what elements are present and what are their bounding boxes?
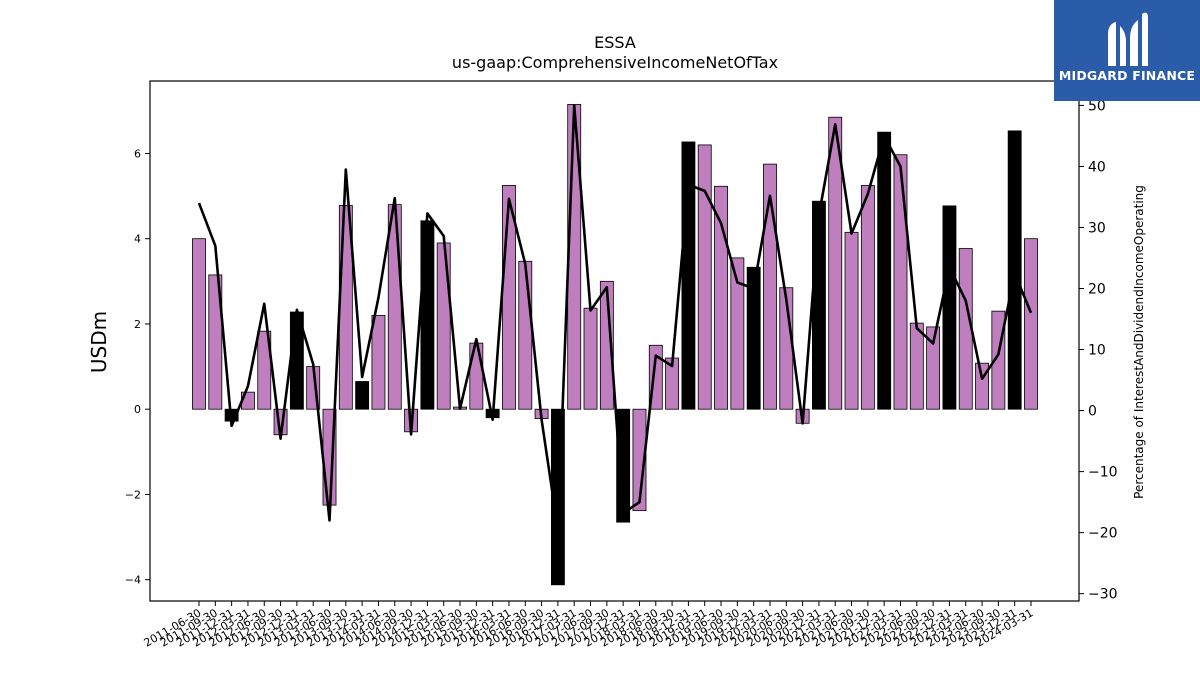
bar [697, 144, 712, 410]
bar [681, 141, 696, 410]
percentage-line [197, 104, 1033, 531]
bar [893, 154, 908, 410]
bar [714, 185, 728, 410]
y-right-tick-label: 50 [1088, 98, 1106, 114]
bar [208, 274, 223, 410]
bar [387, 204, 402, 410]
y-right-tick-label: 10 [1088, 343, 1106, 359]
chart-subtitle: us-gaap:ComprehensiveIncomeNetOfTax [452, 53, 778, 72]
bars-layer [192, 104, 1038, 586]
bar [371, 315, 386, 410]
y-right-tick-label: 0 [1088, 404, 1097, 420]
bar [420, 220, 435, 410]
bar [763, 163, 777, 410]
bar [355, 381, 370, 410]
bar [746, 266, 761, 410]
bar [518, 260, 533, 410]
midgard-finance-logo: MIDGARD FINANCE [1054, 0, 1200, 101]
bar [192, 238, 206, 410]
bar [730, 257, 745, 410]
y-tick-label: −4 [125, 574, 141, 587]
y-tick-label: 4 [134, 233, 141, 246]
y-axis-label: USDm [87, 311, 111, 373]
bar [632, 408, 647, 512]
bar [616, 408, 631, 523]
plot-frame [149, 80, 1080, 602]
y-right-tick-label: −30 [1088, 587, 1118, 603]
chart-title: ESSA [594, 33, 636, 52]
bar [1024, 238, 1038, 410]
bar [828, 116, 843, 410]
y-tick-label: 6 [134, 147, 141, 160]
y-right-tick-label: 30 [1088, 220, 1106, 236]
y-axis-right-label: Percentage of InterestAndDividendIncomeO… [1132, 185, 1146, 499]
bar [257, 330, 272, 410]
bar [909, 322, 924, 410]
bar [599, 280, 614, 410]
y-right-tick-label: 40 [1088, 159, 1106, 175]
y-tick-label: 0 [134, 403, 141, 416]
bar [1007, 130, 1022, 410]
bar [436, 242, 451, 410]
bar [942, 205, 957, 410]
bar [583, 307, 598, 410]
y-right-tick-label: 20 [1088, 282, 1106, 298]
bar [812, 200, 826, 410]
bar [877, 131, 892, 410]
y-right-tick-label: −10 [1088, 465, 1118, 481]
y-right-tick-label: −20 [1088, 526, 1118, 542]
logo-text: MIDGARD FINANCE [1058, 68, 1196, 83]
midgard-logo-icon [1108, 12, 1148, 67]
bar [926, 326, 941, 410]
bar [844, 231, 859, 410]
line-layer [197, 104, 1033, 531]
bar [860, 185, 875, 410]
y-tick-label: −2 [125, 488, 141, 501]
y-tick-label: 2 [134, 318, 141, 331]
